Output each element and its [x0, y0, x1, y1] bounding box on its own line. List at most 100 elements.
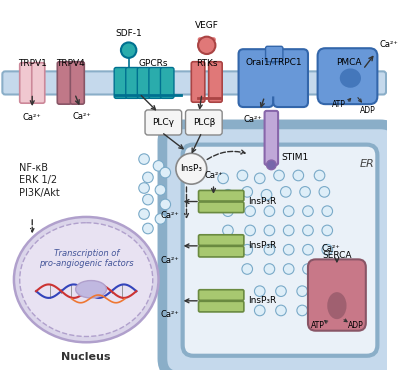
Circle shape	[303, 244, 313, 255]
FancyBboxPatch shape	[198, 246, 244, 257]
Text: VEGF: VEGF	[195, 21, 219, 30]
Circle shape	[266, 160, 276, 170]
Ellipse shape	[20, 223, 153, 337]
Circle shape	[264, 206, 275, 216]
FancyBboxPatch shape	[2, 71, 386, 95]
Text: PMCA: PMCA	[336, 58, 361, 67]
Circle shape	[261, 190, 272, 200]
FancyBboxPatch shape	[57, 62, 71, 104]
Text: Ca²⁺: Ca²⁺	[160, 211, 179, 220]
Circle shape	[245, 225, 256, 236]
Text: Ca²⁺: Ca²⁺	[322, 244, 340, 253]
Text: InsP₃: InsP₃	[180, 164, 202, 173]
Circle shape	[143, 172, 153, 183]
Text: PLCβ: PLCβ	[193, 118, 215, 127]
FancyBboxPatch shape	[149, 67, 162, 98]
Circle shape	[322, 225, 332, 236]
Circle shape	[303, 206, 313, 216]
Text: SERCA: SERCA	[322, 251, 352, 261]
FancyBboxPatch shape	[318, 48, 377, 104]
FancyBboxPatch shape	[198, 202, 244, 213]
FancyBboxPatch shape	[186, 110, 222, 135]
Circle shape	[319, 187, 330, 197]
Circle shape	[143, 223, 153, 234]
FancyBboxPatch shape	[20, 63, 33, 103]
Circle shape	[283, 264, 294, 274]
Circle shape	[276, 305, 286, 316]
FancyBboxPatch shape	[209, 62, 222, 102]
Circle shape	[293, 170, 304, 181]
Text: ATP: ATP	[311, 321, 324, 330]
Circle shape	[303, 225, 313, 236]
FancyBboxPatch shape	[183, 145, 377, 356]
Circle shape	[237, 170, 248, 181]
Text: GPCRs: GPCRs	[139, 60, 168, 69]
Circle shape	[218, 173, 228, 184]
Text: PLCγ: PLCγ	[152, 118, 174, 127]
Circle shape	[283, 225, 294, 236]
Text: Ca²⁺: Ca²⁺	[160, 256, 179, 265]
Circle shape	[160, 167, 170, 178]
Ellipse shape	[76, 280, 106, 298]
FancyBboxPatch shape	[198, 190, 244, 201]
Circle shape	[198, 37, 216, 54]
Text: Ca²⁺: Ca²⁺	[204, 171, 223, 180]
Circle shape	[121, 43, 136, 58]
Circle shape	[242, 264, 252, 274]
Circle shape	[242, 187, 252, 197]
FancyBboxPatch shape	[273, 49, 308, 107]
FancyBboxPatch shape	[264, 111, 278, 165]
Text: SDF-1: SDF-1	[115, 29, 142, 38]
Text: Ca²⁺: Ca²⁺	[160, 310, 179, 319]
FancyBboxPatch shape	[160, 67, 174, 98]
Circle shape	[283, 206, 294, 216]
Text: ER: ER	[360, 159, 374, 169]
Text: RTKs: RTKs	[196, 60, 218, 69]
FancyBboxPatch shape	[198, 290, 244, 300]
Circle shape	[160, 199, 170, 210]
FancyBboxPatch shape	[198, 301, 244, 312]
Text: Orai1/TRPC1: Orai1/TRPC1	[246, 58, 302, 67]
Text: Ca²⁺: Ca²⁺	[23, 113, 42, 122]
Text: ADP: ADP	[348, 321, 364, 330]
Text: STIM1: STIM1	[281, 153, 308, 162]
Circle shape	[139, 154, 149, 164]
Text: InsP₃R: InsP₃R	[248, 197, 276, 206]
Circle shape	[155, 213, 166, 224]
Ellipse shape	[340, 69, 361, 88]
FancyBboxPatch shape	[191, 62, 205, 102]
Text: InsP₃R: InsP₃R	[248, 296, 276, 305]
Text: Ca²⁺: Ca²⁺	[379, 40, 398, 49]
Ellipse shape	[14, 217, 158, 342]
Ellipse shape	[327, 292, 346, 319]
Circle shape	[223, 190, 233, 200]
Circle shape	[155, 185, 166, 195]
FancyBboxPatch shape	[137, 67, 151, 98]
FancyBboxPatch shape	[198, 235, 244, 245]
Text: ADP: ADP	[360, 106, 376, 115]
Circle shape	[254, 305, 265, 316]
FancyBboxPatch shape	[266, 64, 282, 97]
FancyBboxPatch shape	[70, 62, 84, 104]
Text: TRPV1: TRPV1	[18, 60, 47, 69]
Text: Nucleus: Nucleus	[62, 352, 111, 362]
Circle shape	[245, 206, 256, 216]
Circle shape	[254, 286, 265, 296]
Circle shape	[139, 183, 149, 193]
Text: Ca²⁺: Ca²⁺	[244, 115, 262, 124]
Text: ATP: ATP	[332, 100, 346, 109]
FancyBboxPatch shape	[32, 63, 45, 103]
Text: Transcription of
pro-angiogenic factors: Transcription of pro-angiogenic factors	[39, 249, 134, 268]
Text: TRPV4: TRPV4	[56, 60, 85, 69]
Circle shape	[254, 173, 265, 184]
FancyBboxPatch shape	[126, 67, 139, 98]
Circle shape	[314, 170, 325, 181]
Text: InsP₃R: InsP₃R	[248, 241, 276, 250]
Circle shape	[274, 170, 284, 181]
Circle shape	[242, 244, 252, 255]
FancyBboxPatch shape	[266, 46, 283, 62]
Circle shape	[153, 161, 164, 171]
Circle shape	[223, 206, 233, 216]
Circle shape	[297, 286, 308, 296]
Circle shape	[264, 244, 275, 255]
